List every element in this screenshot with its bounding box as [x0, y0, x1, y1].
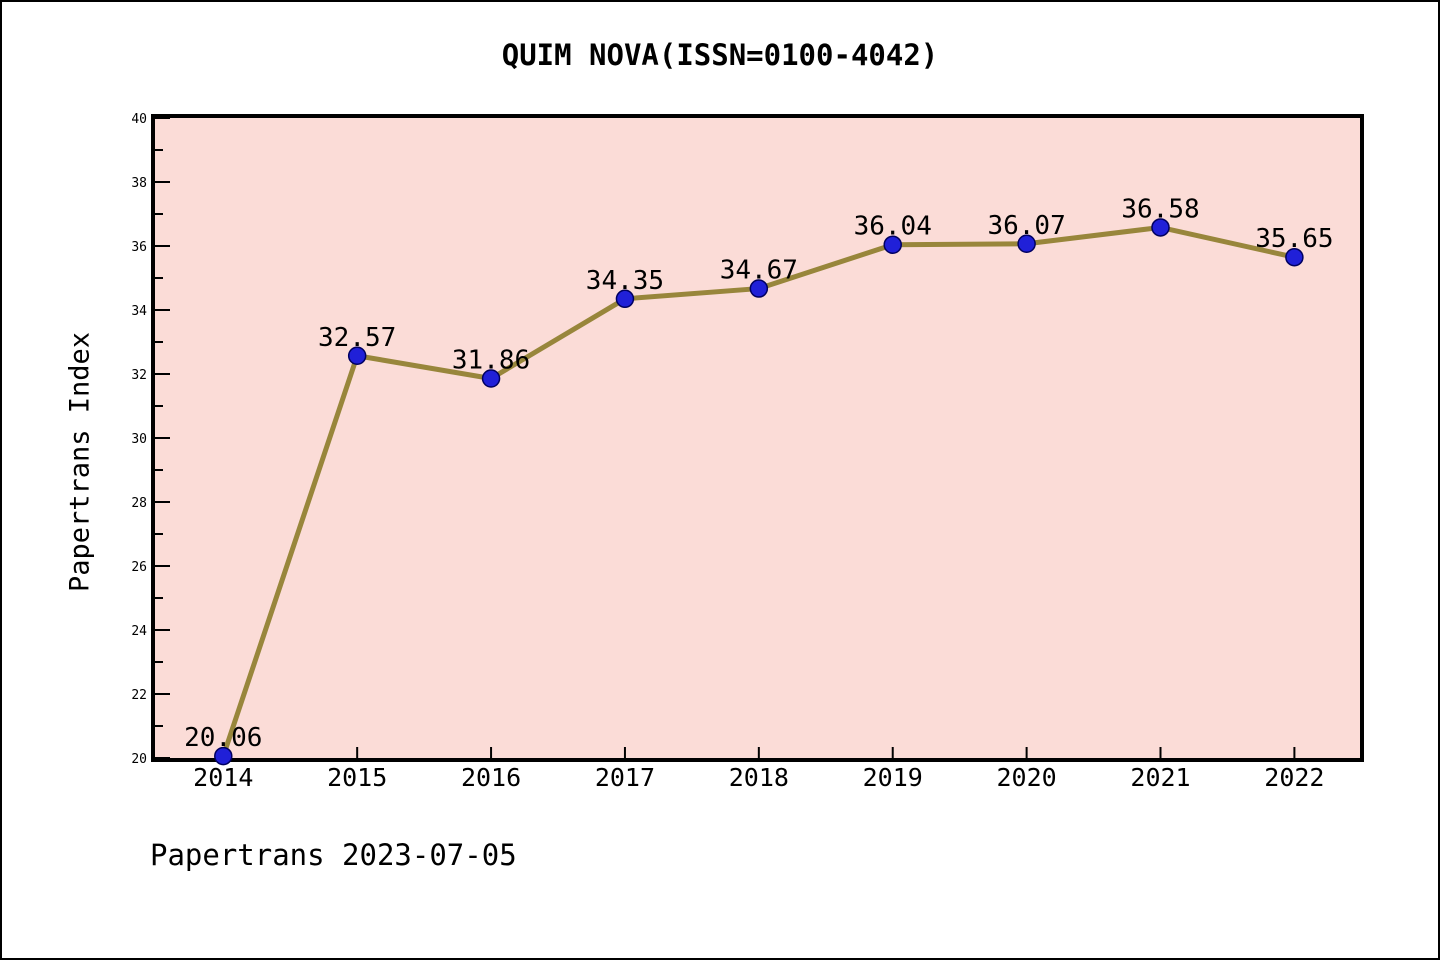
y-tick-label: 34 [131, 304, 147, 319]
data-point-label: 34.35 [586, 266, 664, 296]
data-point-marker [1017, 234, 1036, 254]
data-point-label: 32.57 [318, 323, 396, 353]
x-tick-label: 2014 [193, 763, 253, 792]
data-point-label: 34.67 [720, 256, 798, 286]
data-point-label: 35.65 [1255, 224, 1333, 254]
data-point-marker [1285, 247, 1304, 267]
data-point-marker [1151, 218, 1170, 237]
data-point-label: 36.58 [1121, 194, 1199, 224]
x-tick-label: 2016 [461, 763, 521, 792]
y-tick-label: 28 [131, 496, 147, 511]
data-point-marker [214, 746, 233, 766]
x-tick-label: 2022 [1264, 763, 1324, 792]
data-point-marker [883, 235, 902, 254]
data-point-marker [481, 369, 501, 388]
data-point-label: 31.86 [452, 345, 530, 375]
data-point-label: 20.06 [184, 723, 262, 753]
y-tick-label: 40 [131, 112, 147, 127]
y-tick-label: 24 [131, 624, 147, 639]
y-tick-label: 38 [131, 176, 147, 191]
y-tick-label: 22 [131, 688, 147, 703]
y-tick-label: 20 [131, 752, 147, 767]
chart-title: QUIM NOVA(ISSN=0100-4042) [501, 38, 939, 72]
x-tick-label: 2015 [327, 763, 387, 792]
data-point-marker [749, 279, 769, 298]
footer-watermark: Papertrans 2023-07-05 [150, 838, 517, 872]
y-tick-label: 26 [131, 560, 147, 575]
y-tick-label: 32 [131, 368, 147, 383]
x-tick-label: 2021 [1130, 763, 1190, 792]
x-tick-label: 2019 [863, 763, 923, 792]
x-tick-label: 2020 [997, 763, 1057, 792]
x-tick-label: 2017 [595, 763, 655, 792]
data-point-marker [615, 289, 635, 309]
data-point-label: 36.07 [987, 211, 1065, 241]
y-tick-label: 36 [131, 240, 147, 255]
data-point-marker [347, 346, 367, 366]
y-tick-label: 30 [131, 432, 147, 447]
data-point-label: 36.04 [854, 212, 932, 242]
x-tick-label: 2018 [729, 763, 789, 792]
